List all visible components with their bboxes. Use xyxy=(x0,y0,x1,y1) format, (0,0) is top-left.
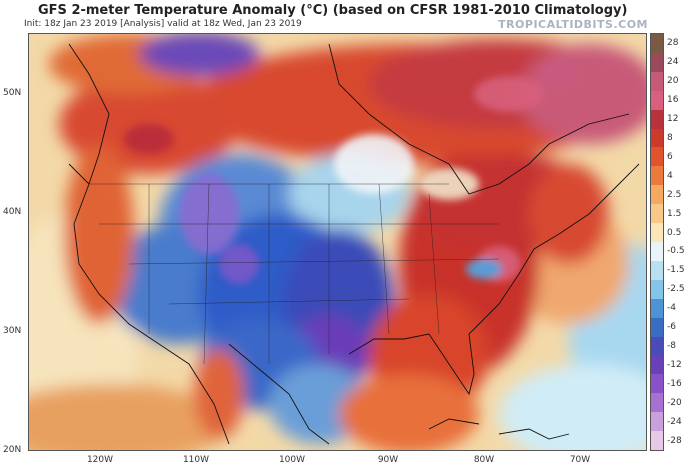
colorbar-label: -4 xyxy=(667,303,676,314)
colorbar-segment xyxy=(651,223,663,243)
colorbar-segment xyxy=(651,279,663,299)
colorbar-segment xyxy=(651,355,663,375)
colorbar-segment xyxy=(651,71,663,91)
coastlines xyxy=(68,43,640,445)
colorbar-segment xyxy=(651,431,663,451)
colorbar-label: 8 xyxy=(667,133,673,143)
colorbar-label: -8 xyxy=(667,341,676,351)
colorbar-segment xyxy=(651,298,663,318)
colorbar-segment xyxy=(651,52,663,72)
colorbar-label: 12 xyxy=(667,114,679,125)
lat-label-40n: 40N xyxy=(3,207,22,217)
colorbar-label: 6 xyxy=(667,151,673,162)
colorbar-label: -16 xyxy=(667,378,682,389)
map-header: GFS 2-meter Temperature Anomaly (°C) (ba… xyxy=(0,0,688,32)
colorbar-segment xyxy=(651,260,663,280)
map-title: GFS 2-meter Temperature Anomaly (°C) (ba… xyxy=(38,3,628,18)
colorbar-segment xyxy=(651,204,663,224)
lon-label-110w: 110W xyxy=(182,455,210,465)
colorbar-segment xyxy=(651,393,663,413)
colorbar-segment xyxy=(651,412,663,432)
lon-label-100w: 100W xyxy=(278,455,306,465)
colorbar-label: -0.5 xyxy=(667,246,685,257)
lon-label-70w: 70W xyxy=(569,455,591,465)
colorbar-label: -1.5 xyxy=(667,265,685,276)
colorbar-segment xyxy=(651,147,663,167)
colorbar-label: 0.5 xyxy=(667,227,682,238)
colorbar-label: -20 xyxy=(667,397,682,408)
colorbar xyxy=(650,33,664,451)
colorbar-segment xyxy=(651,90,663,110)
lat-label-20n: 20N xyxy=(3,445,22,455)
colorbar-segment xyxy=(651,374,663,394)
colorbar-label: -28 xyxy=(667,435,682,446)
colorbar-segment xyxy=(651,242,663,261)
anomaly-map xyxy=(28,33,647,451)
colorbar-segment xyxy=(651,336,663,356)
colorbar-segment xyxy=(651,109,663,129)
colorbar-segment xyxy=(651,128,663,148)
state-borders xyxy=(89,183,500,365)
lon-label-120w: 120W xyxy=(86,455,114,465)
colorbar-label: -6 xyxy=(667,322,676,333)
anomaly-field xyxy=(29,34,646,450)
colorbar-label: 16 xyxy=(667,95,679,106)
colorbar-label: -12 xyxy=(667,359,682,370)
colorbar-label: 1.5 xyxy=(667,208,682,219)
site-watermark: TROPICALTIDBITS.COM xyxy=(498,18,648,31)
colorbar-label: 24 xyxy=(667,57,679,68)
anomaly-shading xyxy=(29,34,646,450)
lat-label-30n: 30N xyxy=(3,326,22,336)
colorbar-label: 28 xyxy=(667,38,679,49)
lon-label-90w: 90W xyxy=(377,455,399,465)
colorbar-label: -2.5 xyxy=(667,284,685,295)
colorbar-segment xyxy=(651,34,663,53)
colorbar-label: 20 xyxy=(667,76,679,87)
colorbar-label: 2.5 xyxy=(667,189,682,200)
lat-label-50n: 50N xyxy=(3,88,22,98)
map-valid-time: Init: 18z Jan 23 2019 [Analysis] valid a… xyxy=(24,19,302,29)
colorbar-segment xyxy=(651,317,663,337)
colorbar-segment xyxy=(651,185,663,205)
colorbar-label: -24 xyxy=(667,416,682,427)
colorbar-label: 4 xyxy=(667,170,673,181)
lon-label-80w: 80W xyxy=(473,455,495,465)
colorbar-segment xyxy=(651,166,663,186)
